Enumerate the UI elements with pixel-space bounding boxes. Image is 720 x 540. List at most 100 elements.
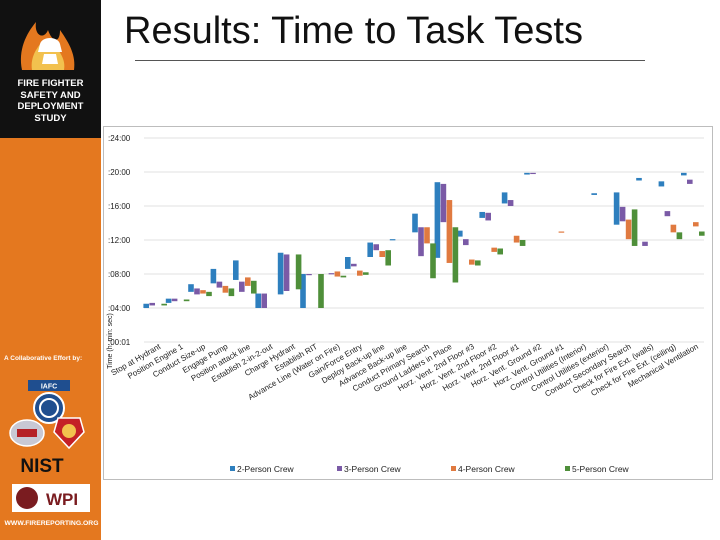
- bar-2-person-crew: [300, 274, 306, 308]
- bar-3-person-crew: [642, 241, 648, 246]
- bar-4-person-crew: [625, 219, 632, 240]
- legend-label: 3-Person Crew: [344, 464, 402, 474]
- bar-3-person-crew: [507, 200, 514, 206]
- bar-2-person-crew: [613, 192, 620, 225]
- bar-4-person-crew: [334, 271, 341, 277]
- bar-2-person-crew: [457, 230, 463, 237]
- bar-4-person-crew: [357, 270, 363, 276]
- bar-2-person-crew: [277, 252, 284, 295]
- legend-label: 5-Person Crew: [572, 464, 630, 474]
- bar-4-person-crew: [670, 224, 677, 233]
- y-tick-label: :00:01: [108, 338, 131, 347]
- bar-5-person-crew: [318, 274, 324, 308]
- bar-5-person-crew: [676, 232, 683, 240]
- bar-3-person-crew: [463, 239, 469, 246]
- bar-5-person-crew: [452, 227, 459, 283]
- study-name-line: STUDY: [34, 112, 67, 124]
- wpi-label: WPI: [46, 490, 78, 509]
- study-name-line: DEPLOYMENT: [17, 101, 84, 112]
- legend-swatch: [337, 466, 342, 471]
- bar-3-person-crew: [351, 263, 357, 267]
- gridlines: [144, 137, 704, 343]
- firefighter-union-logo-icon: [9, 419, 45, 447]
- study-logo-box: FIRE FIGHTER SAFETY AND DEPLOYMENT STUDY: [0, 0, 101, 138]
- bar-5-person-crew: [183, 299, 190, 302]
- bar-2-person-crew: [233, 260, 239, 280]
- bar-5-person-crew: [631, 209, 638, 246]
- bar-2-person-crew: [255, 293, 261, 308]
- bar-5-person-crew: [340, 275, 347, 278]
- bar-4-person-crew: [491, 247, 497, 252]
- bar-3-person-crew: [664, 211, 671, 217]
- bar-4-person-crew: [424, 227, 430, 244]
- partner-logos: IAFC NIST WPI: [9, 380, 90, 512]
- legend-swatch: [565, 466, 570, 471]
- bar-4-person-crew: [200, 290, 206, 294]
- bar-5-person-crew: [228, 288, 235, 297]
- slide-title: Results: Time to Task Tests: [124, 10, 583, 52]
- legend-swatch: [451, 466, 456, 471]
- bar-2-person-crew: [681, 172, 687, 176]
- bar-5-person-crew: [475, 260, 481, 266]
- study-name-line: SAFETY AND: [20, 89, 81, 101]
- bar-3-person-crew: [440, 183, 447, 223]
- bar-5-person-crew: [206, 291, 212, 297]
- bar-2-person-crew: [524, 172, 530, 175]
- collaborative-label: A Collaborative Effort by:: [4, 355, 83, 362]
- y-tick-label: :20:00: [108, 168, 131, 177]
- wpi-logo-icon: WPI: [12, 484, 90, 512]
- bar-2-person-crew: [501, 192, 508, 204]
- bar-3-person-crew: [171, 298, 178, 302]
- bar-5-person-crew: [519, 240, 526, 246]
- bar-4-person-crew: [446, 200, 453, 263]
- chart-frame: :24:00:20:00:16:00:12:00:08:00:04:00:00:…: [103, 126, 713, 480]
- bar-2-person-crew: [658, 181, 665, 187]
- y-tick-label: :04:00: [108, 304, 131, 313]
- bar-5-person-crew: [363, 272, 369, 275]
- iafc-logo-icon: IAFC: [28, 380, 70, 424]
- bar-5-person-crew: [295, 254, 302, 290]
- bar-2-person-crew: [367, 242, 373, 257]
- bar-5-person-crew: [251, 280, 257, 294]
- bar-4-person-crew: [379, 251, 385, 257]
- nist-logo: NIST: [20, 456, 64, 477]
- y-tick-label: :24:00: [108, 134, 131, 143]
- time-to-task-chart: :24:00:20:00:16:00:12:00:08:00:04:00:00:…: [107, 134, 705, 474]
- sidebar: FIRE FIGHTER SAFETY AND DEPLOYMENT STUDY…: [0, 0, 101, 540]
- bar-3-person-crew: [149, 302, 155, 306]
- bar-3-person-crew: [530, 172, 536, 175]
- bar-5-person-crew: [699, 231, 705, 236]
- study-name: FIRE FIGHTER SAFETY AND DEPLOYMENT STUDY: [4, 78, 97, 124]
- bar-2-person-crew: [143, 303, 149, 308]
- website-link[interactable]: WWW.FIREREPORTING.ORG: [4, 520, 99, 527]
- bar-3-person-crew: [261, 293, 267, 308]
- bar-2-person-crew: [165, 298, 172, 303]
- y-tick-label: :16:00: [108, 202, 131, 211]
- bar-5-person-crew: [385, 250, 391, 266]
- y-tick-labels: :24:00:20:00:16:00:12:00:08:00:04:00:00:…: [108, 134, 131, 347]
- title-divider: [135, 60, 645, 61]
- bar-4-person-crew: [513, 235, 520, 243]
- bar-2-person-crew: [389, 239, 396, 241]
- bar-2-person-crew: [345, 257, 351, 269]
- bar-2-person-crew: [210, 268, 217, 284]
- bar-5-person-crew: [430, 243, 436, 279]
- bar-3-person-crew: [485, 212, 491, 221]
- bar-2-person-crew: [591, 193, 597, 195]
- legend-label: 4-Person Crew: [458, 464, 516, 474]
- bar-4-person-crew: [558, 231, 565, 233]
- bar-2-person-crew: [188, 284, 194, 292]
- bar-4-person-crew: [469, 259, 475, 265]
- bar-2-person-crew: [479, 211, 485, 218]
- bar-3-person-crew: [216, 281, 223, 288]
- y-axis-label: Time (h: min: sec): [107, 313, 114, 369]
- bar-2-person-crew: [636, 177, 642, 181]
- bar-3-person-crew: [239, 281, 245, 292]
- bar-3-person-crew: [373, 244, 379, 251]
- iaff-badge-icon: [53, 417, 85, 450]
- bar-5-person-crew: [161, 303, 167, 306]
- firefighter-logo-icon: [20, 22, 75, 70]
- study-name-line: FIRE FIGHTER: [17, 78, 84, 89]
- bar-3-person-crew: [687, 179, 693, 184]
